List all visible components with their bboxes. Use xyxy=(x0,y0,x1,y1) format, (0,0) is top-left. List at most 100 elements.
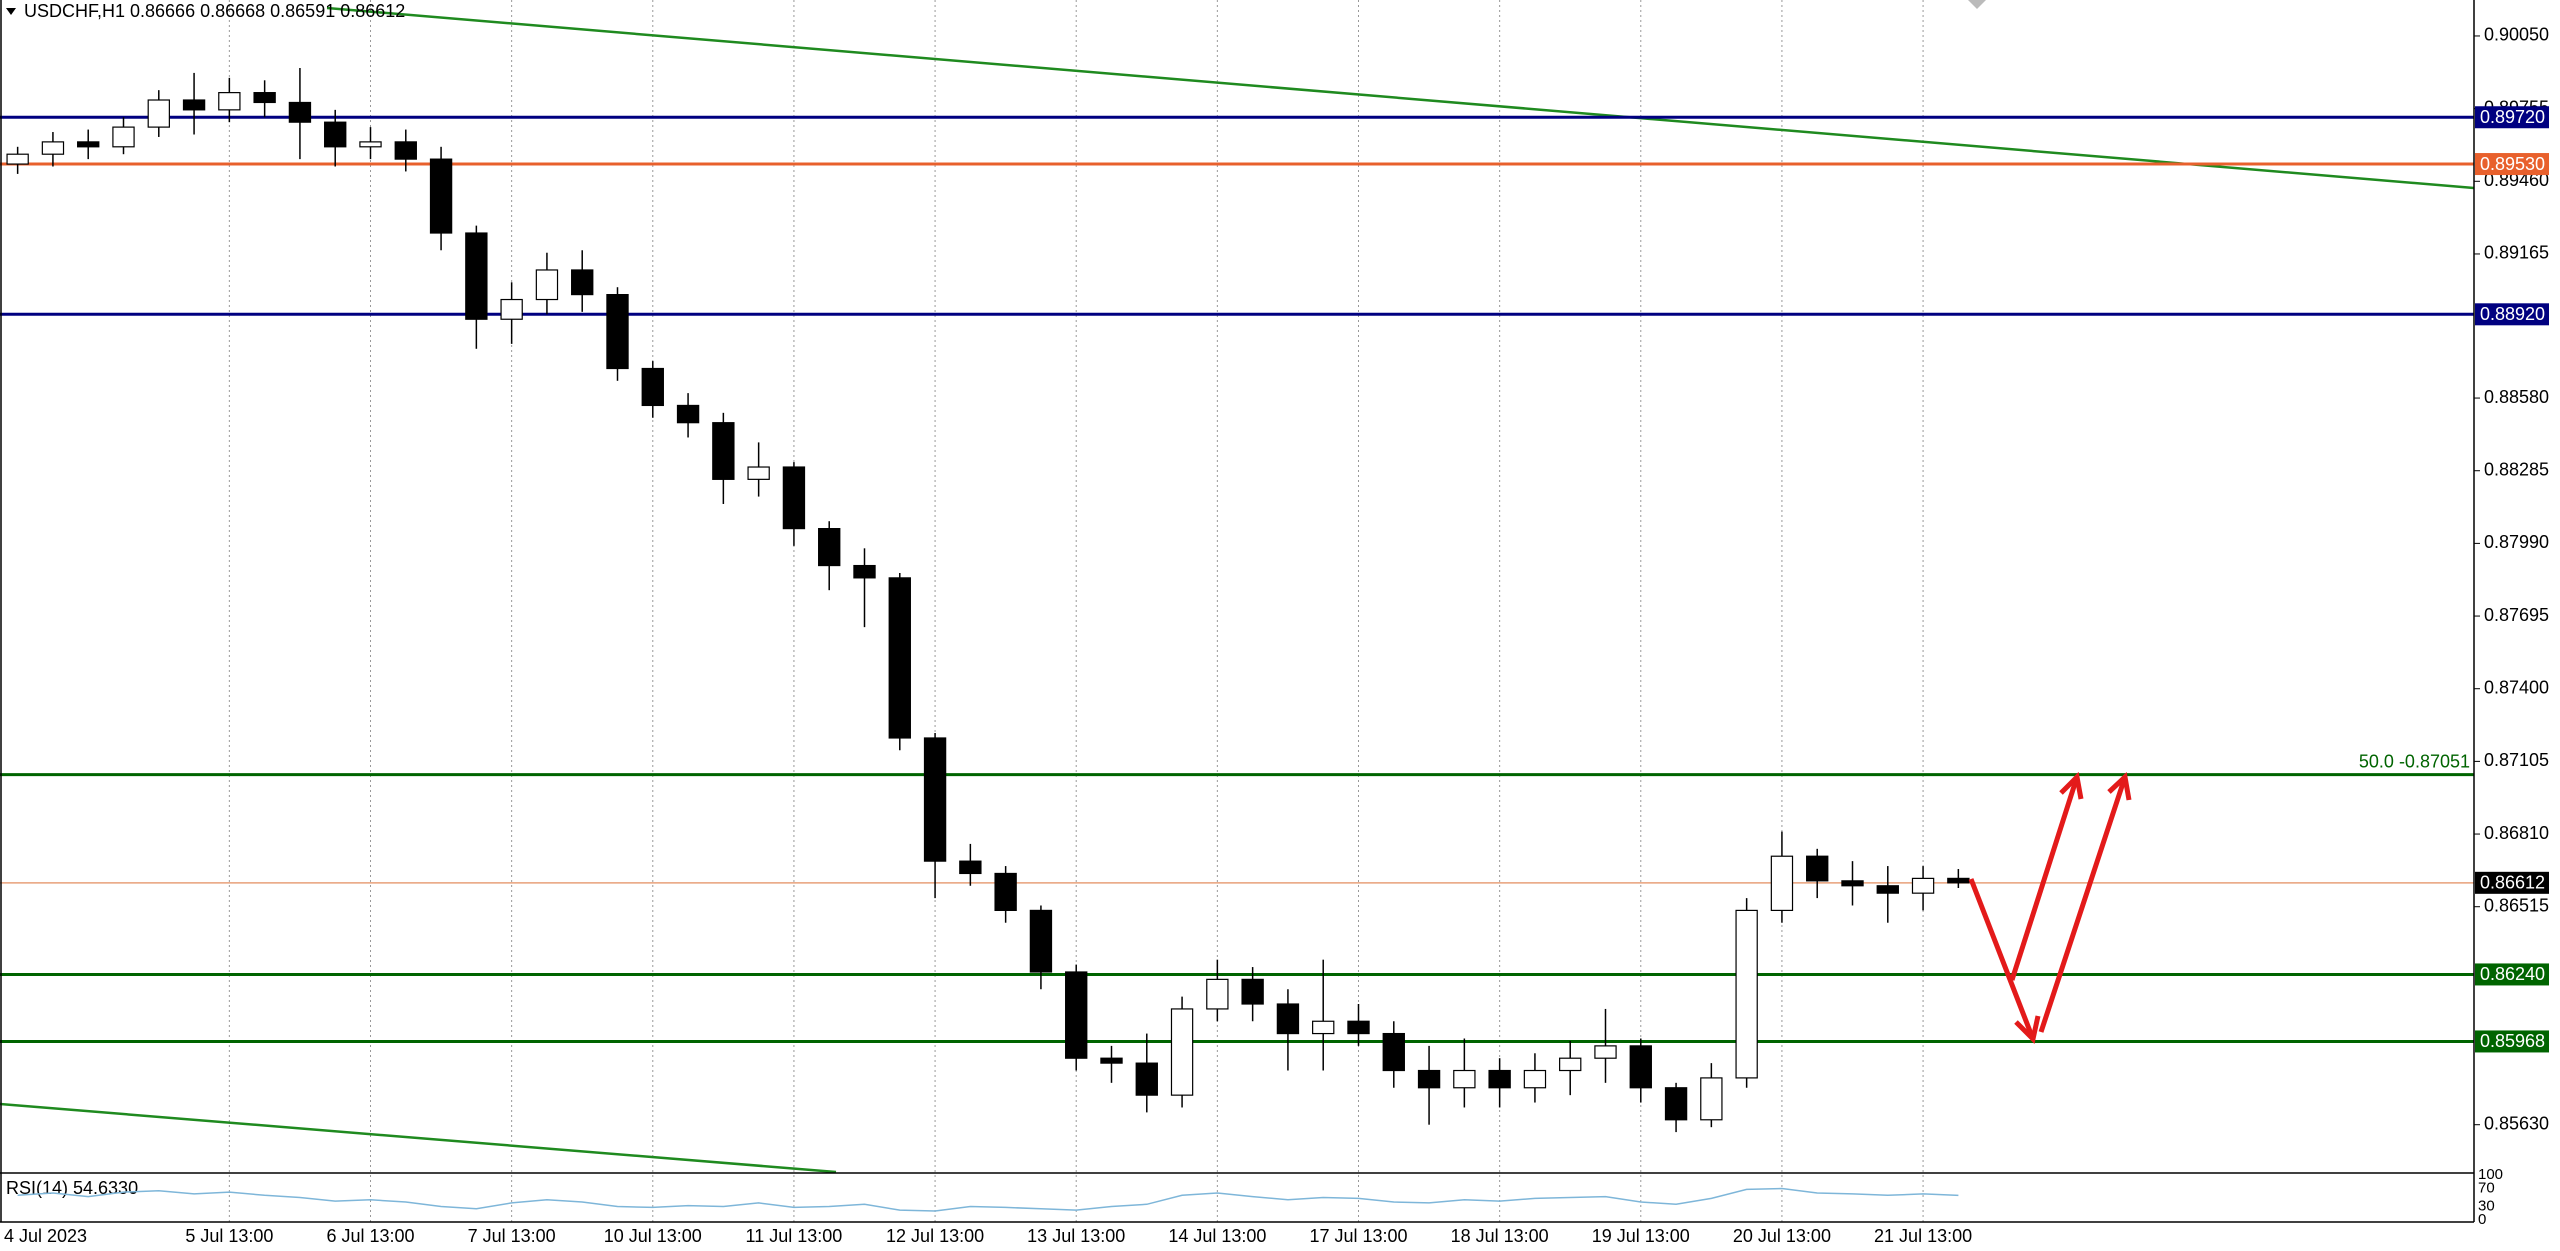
candle-body xyxy=(1382,1032,1405,1072)
level-label-box xyxy=(2475,871,2549,894)
arrow-head xyxy=(2107,772,2132,801)
candle-body xyxy=(77,141,100,148)
rsi-line xyxy=(17,1187,1959,1212)
candle-body xyxy=(112,126,135,148)
candle-body xyxy=(1841,880,1864,887)
level-label: 50.0 -0.87051 xyxy=(2359,751,2470,771)
candle-body xyxy=(959,860,982,875)
candle-body xyxy=(1594,1045,1617,1059)
candle-body xyxy=(888,577,911,739)
x-tick-label: 10 Jul 13:00 xyxy=(604,1226,702,1246)
candle-body xyxy=(1453,1069,1476,1089)
level-label: 0.85968 xyxy=(2480,1031,2545,1051)
candle-body xyxy=(923,737,947,862)
grid xyxy=(228,0,1924,1222)
chart-title: USDCHF,H1 0.86666 0.86668 0.86591 0.8661… xyxy=(24,1,405,21)
candle-body xyxy=(853,564,876,579)
candles xyxy=(6,67,1970,1133)
x-tick-label: 18 Jul 13:00 xyxy=(1451,1226,1549,1246)
candle-body xyxy=(1523,1069,1547,1089)
y-tick-label: 0.85630 xyxy=(2484,1113,2549,1133)
y-tick-label: 0.90050 xyxy=(2484,25,2549,45)
x-tick-label: 4 Jul 2023 xyxy=(4,1226,87,1246)
candle-body xyxy=(41,141,65,155)
level-label-box xyxy=(2475,303,2549,326)
candle-body xyxy=(6,153,29,165)
candle-body xyxy=(1029,909,1053,973)
candle-body xyxy=(747,466,770,480)
candle-body xyxy=(1170,1008,1194,1096)
candle-body xyxy=(1417,1069,1441,1089)
candle-body xyxy=(394,141,417,160)
candle-body xyxy=(465,232,488,320)
level-label-box xyxy=(2475,1030,2549,1053)
x-tick-label: 20 Jul 13:00 xyxy=(1733,1226,1831,1246)
candle-body xyxy=(1947,877,1970,884)
candle-body xyxy=(359,141,382,148)
level-label-box xyxy=(2475,963,2549,986)
candle-body xyxy=(253,92,276,104)
candle-body xyxy=(1700,1077,1723,1121)
candle-body xyxy=(1629,1045,1652,1089)
y-tick-label: 0.86515 xyxy=(2484,895,2549,915)
y-tick-label: 0.89165 xyxy=(2484,243,2549,263)
x-tick-label: 21 Jul 13:00 xyxy=(1874,1226,1972,1246)
trend-line xyxy=(0,1102,837,1174)
candle-body xyxy=(1911,877,1935,894)
candle-body xyxy=(500,298,523,320)
candle-body xyxy=(782,466,806,530)
candle-body xyxy=(1135,1062,1158,1096)
candle-body xyxy=(218,92,241,111)
candle-body xyxy=(1559,1057,1582,1072)
rsi-tick-label: 100 xyxy=(2478,1166,2503,1183)
candle-body xyxy=(571,269,594,296)
forecast-arrows xyxy=(1968,771,2132,1045)
y-tick-label: 0.88285 xyxy=(2484,459,2549,479)
rsi-label: RSI(14) 54.6330 xyxy=(6,1178,138,1198)
level-label: 0.89720 xyxy=(2480,107,2545,127)
candle-body xyxy=(712,422,735,480)
candle-body xyxy=(641,367,664,407)
y-tick-label: 0.86810 xyxy=(2484,823,2549,843)
candle-body xyxy=(1806,855,1829,882)
arrow-head xyxy=(2059,771,2084,800)
candle-body xyxy=(1664,1087,1688,1121)
marker xyxy=(1968,0,1986,9)
level-label: 0.89530 xyxy=(2480,154,2545,174)
x-tick-label: 13 Jul 13:00 xyxy=(1027,1226,1125,1246)
x-tick-label: 19 Jul 13:00 xyxy=(1592,1226,1690,1246)
candle-body xyxy=(1276,1003,1300,1035)
x-tick-label: 17 Jul 13:00 xyxy=(1309,1226,1407,1246)
candle-body xyxy=(1065,971,1088,1059)
x-tick-label: 11 Jul 13:00 xyxy=(746,1226,843,1246)
level-label-box xyxy=(2475,106,2549,129)
candle-body xyxy=(182,99,206,111)
candle-body xyxy=(1735,909,1758,1079)
candle-body xyxy=(1206,978,1229,1010)
y-tick-label: 0.87695 xyxy=(2484,605,2549,625)
candle-body xyxy=(818,528,841,567)
candle-body xyxy=(1312,1020,1335,1035)
y-tick-label: 0.87990 xyxy=(2484,532,2549,552)
trend-line xyxy=(326,6,2475,190)
candle-body xyxy=(994,872,1017,912)
rsi-tick-label: 30 xyxy=(2478,1197,2495,1214)
arrow-down xyxy=(1968,878,2036,1040)
candle-body xyxy=(288,101,312,123)
level-label-box xyxy=(2475,153,2549,176)
candle-body xyxy=(1241,978,1264,1005)
candle-body xyxy=(606,294,629,370)
y-tick-label: 0.87400 xyxy=(2484,677,2549,697)
arrow-head xyxy=(2014,1015,2041,1045)
level-label: 0.88920 xyxy=(2480,304,2545,324)
y-tick-label: 0.87105 xyxy=(2484,750,2549,770)
x-tick-label: 7 Jul 13:00 xyxy=(468,1226,556,1246)
rsi-tick-label: 70 xyxy=(2478,1179,2495,1196)
x-tick-label: 14 Jul 13:00 xyxy=(1168,1226,1266,1246)
candle-body xyxy=(1488,1069,1511,1089)
x-tick-label: 5 Jul 13:00 xyxy=(185,1226,273,1246)
candle-body xyxy=(1876,885,1899,894)
menu-icon[interactable] xyxy=(6,8,16,15)
